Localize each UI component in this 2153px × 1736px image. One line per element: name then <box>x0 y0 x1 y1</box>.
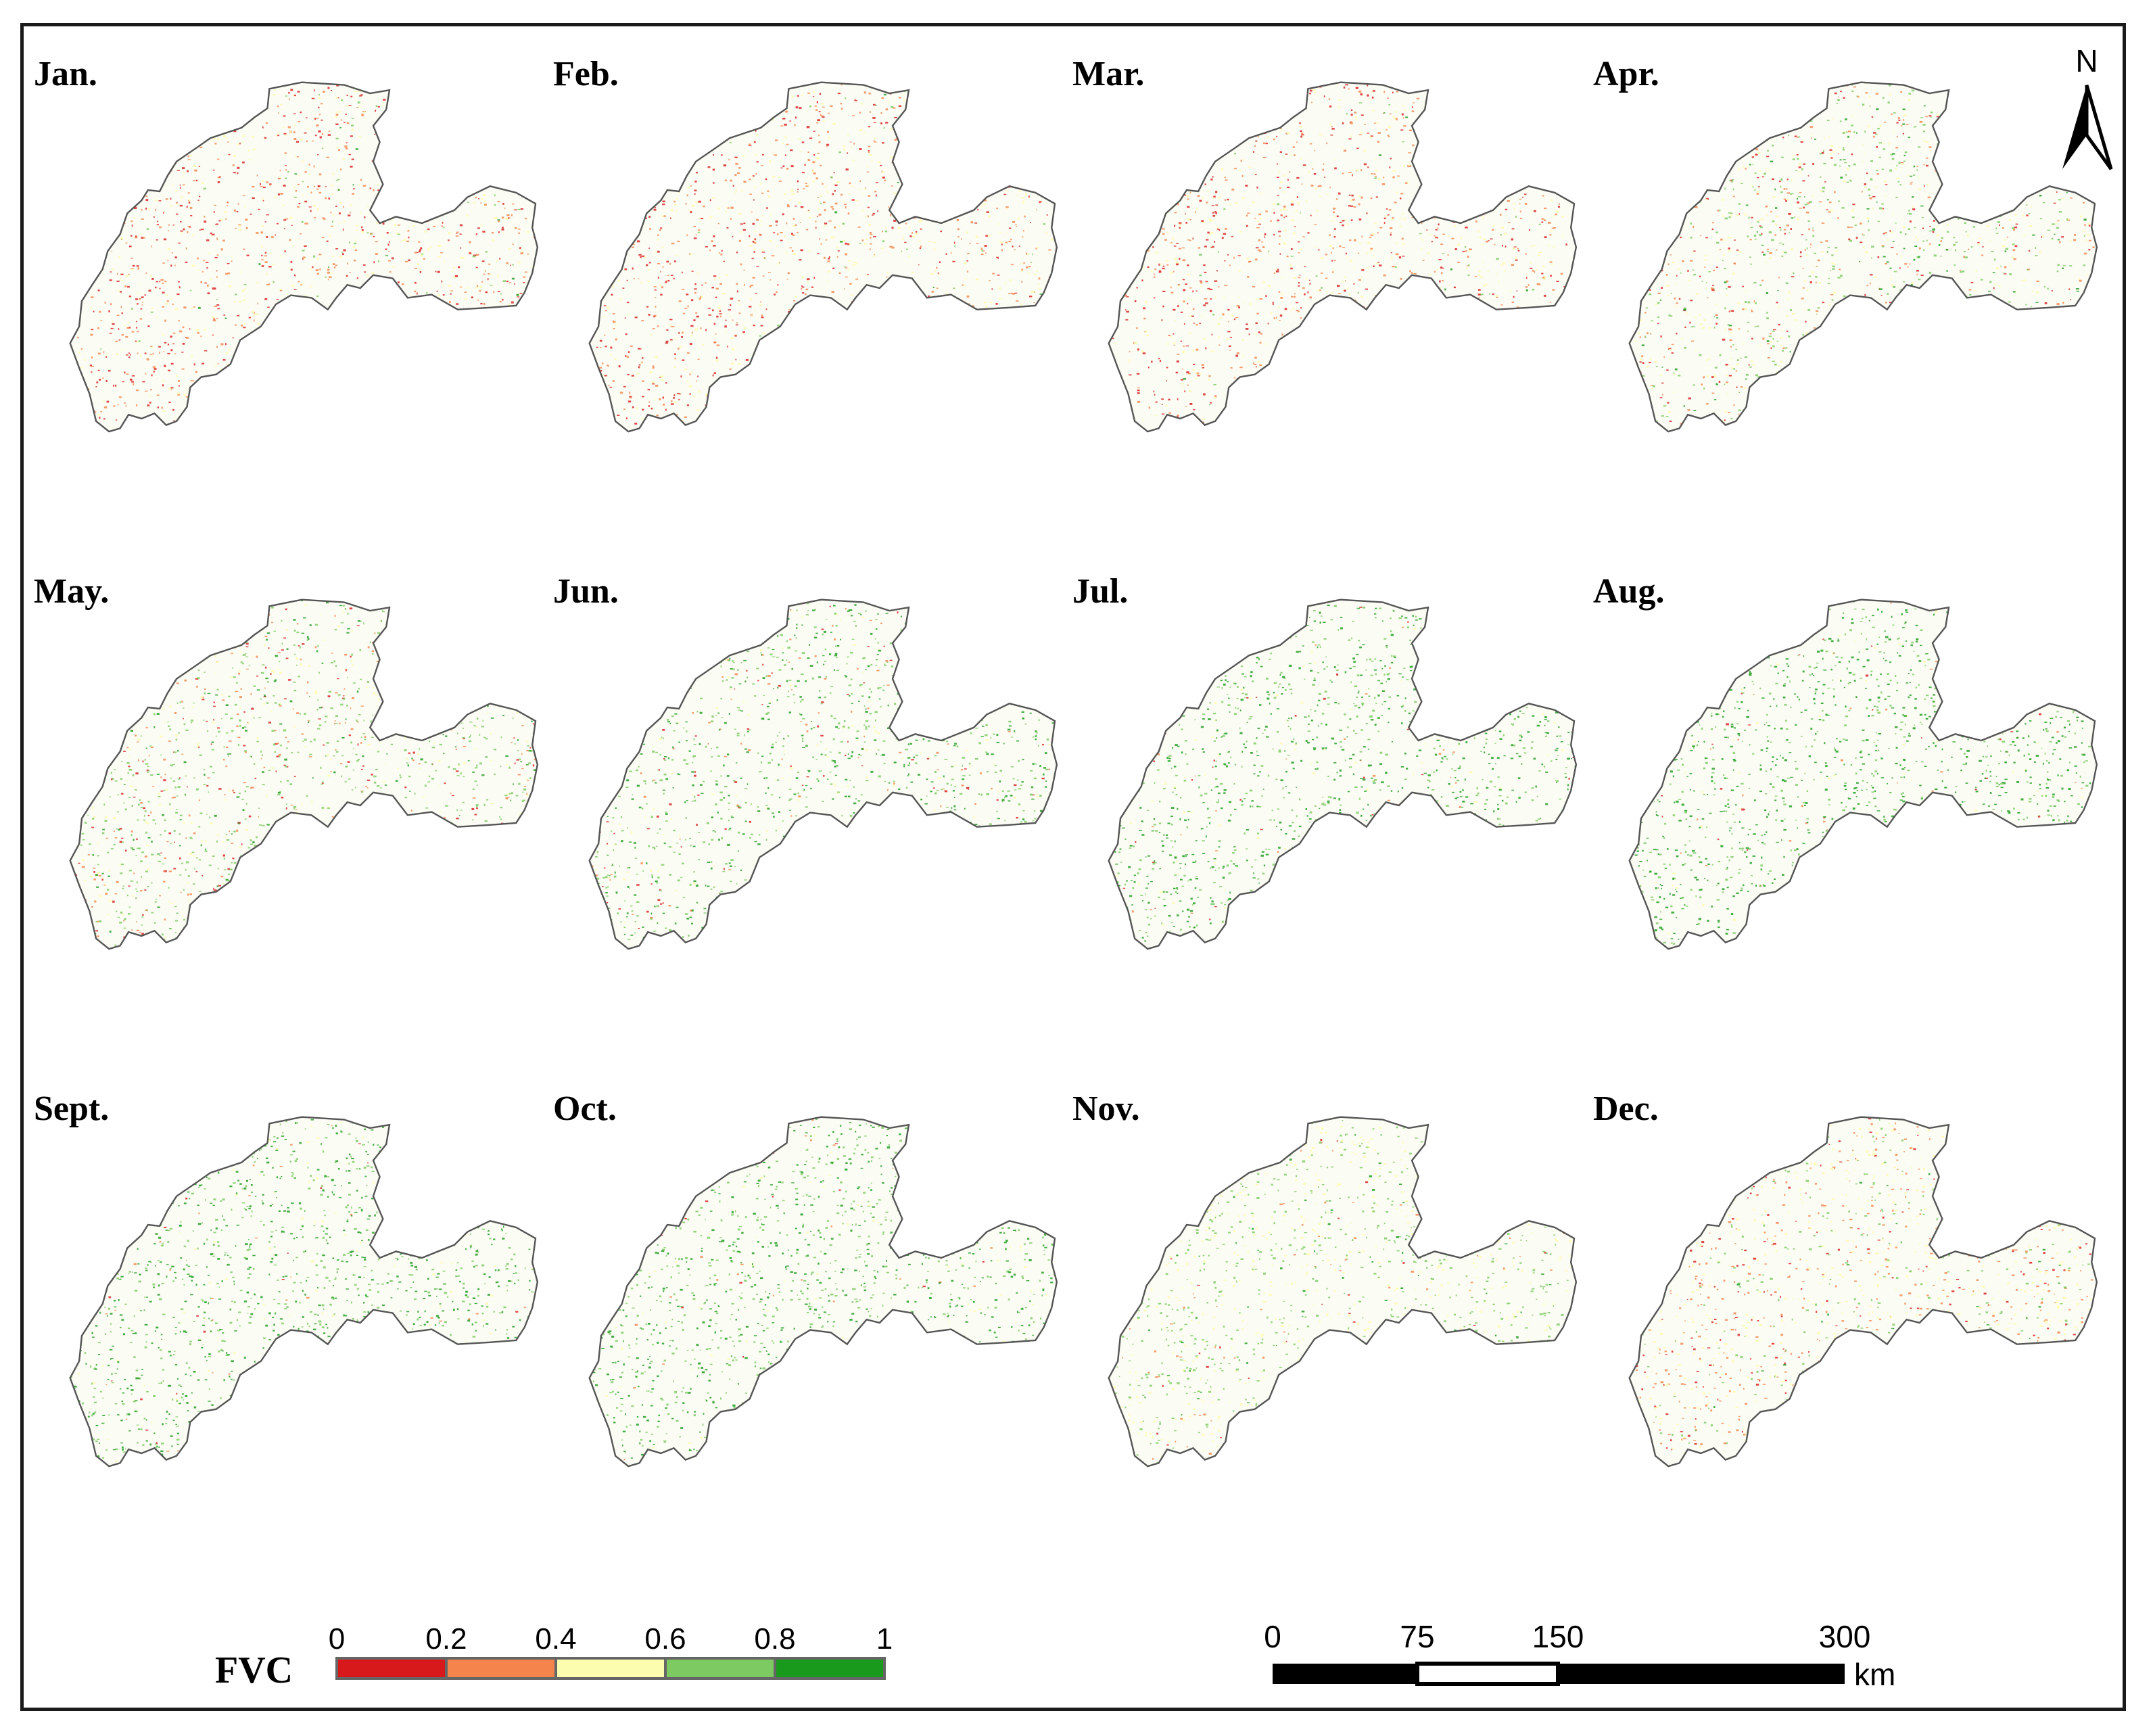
scale-segment-3 <box>1558 1664 1845 1684</box>
legend-swatch <box>774 1657 886 1680</box>
region-map <box>1628 1116 2098 1468</box>
scale-tick-label: 150 <box>1532 1619 1584 1654</box>
legend-swatch <box>445 1657 557 1680</box>
region-base <box>1629 1117 2097 1467</box>
scale-segment-2 <box>1415 1662 1560 1686</box>
map-panel: Mar. <box>1072 55 1578 433</box>
month-label: Oct. <box>553 1089 617 1128</box>
legend-tick-label: 0 <box>329 1622 345 1656</box>
north-arrow-left <box>2062 85 2087 169</box>
region-map <box>69 81 539 433</box>
scale-tick-label: 300 <box>1819 1619 1871 1654</box>
map-panel: Jul. <box>1072 572 1578 950</box>
region-map <box>1108 599 1578 950</box>
month-label: Nov. <box>1072 1089 1140 1128</box>
region-base <box>1629 82 2097 432</box>
scale-bar: 0 75 150 300 km <box>1264 1619 1895 1692</box>
map-panel: May. <box>34 572 539 950</box>
fvc-class-pixels <box>1108 82 1576 432</box>
north-arrow: N <box>2062 43 2113 170</box>
legend-tick-label: 0.8 <box>754 1622 795 1656</box>
legend-swatch <box>664 1657 776 1680</box>
month-label: Feb. <box>553 55 619 93</box>
month-label: Aug. <box>1593 572 1664 611</box>
region-map <box>588 599 1058 950</box>
region-base <box>589 599 1057 949</box>
map-panel: Sept. <box>34 1089 539 1468</box>
region-map <box>1108 1116 1578 1468</box>
map-panel: Nov. <box>1072 1089 1578 1468</box>
month-label: Sept. <box>34 1089 109 1128</box>
month-label: Mar. <box>1072 55 1144 93</box>
map-panel: Jan. <box>34 55 539 433</box>
legend-tick-label: 1 <box>876 1622 893 1656</box>
region-map <box>69 599 539 950</box>
region-base <box>589 1117 1057 1467</box>
month-label: Jul. <box>1072 572 1128 611</box>
region-map <box>588 1116 1058 1468</box>
legend-title: FVC <box>215 1649 293 1691</box>
map-panel: Jun. <box>553 572 1058 950</box>
region-map <box>588 81 1058 433</box>
fvc-legend: FVC 0 0.2 0.4 0.6 0.8 1 <box>215 1622 893 1691</box>
legend-swatch <box>335 1657 448 1680</box>
fvc-pixels <box>1108 82 1576 432</box>
legend-tick-label: 0.4 <box>535 1622 576 1656</box>
map-frame <box>20 23 2126 1711</box>
scale-tick-label: 75 <box>1400 1619 1434 1654</box>
scale-segment-1 <box>1273 1664 1417 1684</box>
month-label: Jun. <box>553 572 619 611</box>
legend-swatch <box>554 1657 667 1680</box>
region-base <box>70 599 538 949</box>
map-panel: Oct. <box>553 1089 1058 1468</box>
region-base <box>1108 1117 1576 1467</box>
month-label: Dec. <box>1593 1089 1659 1128</box>
north-arrow-right <box>2085 85 2113 170</box>
month-label: Apr. <box>1593 55 1659 93</box>
scale-tick-label: 0 <box>1264 1619 1281 1654</box>
north-label: N <box>2075 43 2098 78</box>
map-panel: Aug. <box>1593 572 2098 950</box>
region-base <box>1108 599 1576 949</box>
map-panel: Feb. <box>553 55 1058 433</box>
region-base <box>589 82 1057 432</box>
legend-tick-label: 0.6 <box>644 1622 686 1656</box>
region-map <box>1108 81 1578 433</box>
map-panel: Dec. <box>1593 1089 2098 1468</box>
region-map <box>1628 599 2098 950</box>
region-map <box>69 1116 539 1468</box>
scale-unit: km <box>1854 1657 1895 1692</box>
legend-tick-label: 0.2 <box>425 1622 467 1656</box>
month-label: May. <box>34 572 109 611</box>
region-base <box>1108 82 1576 432</box>
region-map <box>1628 81 2098 433</box>
fvc-class-pixels <box>1108 1117 1576 1467</box>
map-panel: Apr. <box>1593 55 2098 433</box>
month-label: Jan. <box>34 55 97 93</box>
